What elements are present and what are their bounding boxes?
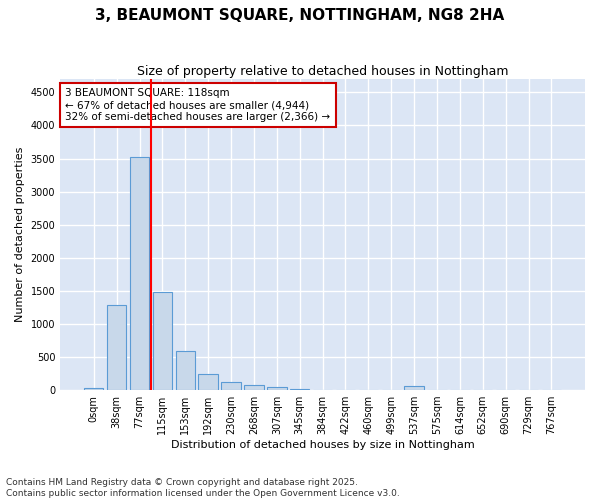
Text: 3, BEAUMONT SQUARE, NOTTINGHAM, NG8 2HA: 3, BEAUMONT SQUARE, NOTTINGHAM, NG8 2HA (95, 8, 505, 22)
Bar (290, 389, 310, 390)
Bar (84, 388, 103, 390)
Bar (107, 304, 127, 390)
Text: Contains HM Land Registry data © Crown copyright and database right 2025.
Contai: Contains HM Land Registry data © Crown c… (6, 478, 400, 498)
Y-axis label: Number of detached properties: Number of detached properties (15, 147, 25, 322)
Text: 3 BEAUMONT SQUARE: 118sqm
← 67% of detached houses are smaller (4,944)
32% of se: 3 BEAUMONT SQUARE: 118sqm ← 67% of detac… (65, 88, 331, 122)
Bar (199, 374, 218, 390)
Title: Size of property relative to detached houses in Nottingham: Size of property relative to detached ho… (137, 65, 508, 78)
Bar (176, 351, 195, 390)
Bar (221, 382, 241, 390)
Bar (130, 156, 149, 390)
Bar (152, 292, 172, 390)
X-axis label: Distribution of detached houses by size in Nottingham: Distribution of detached houses by size … (171, 440, 475, 450)
Bar (404, 386, 424, 390)
Bar (244, 385, 263, 390)
Bar (267, 387, 287, 390)
